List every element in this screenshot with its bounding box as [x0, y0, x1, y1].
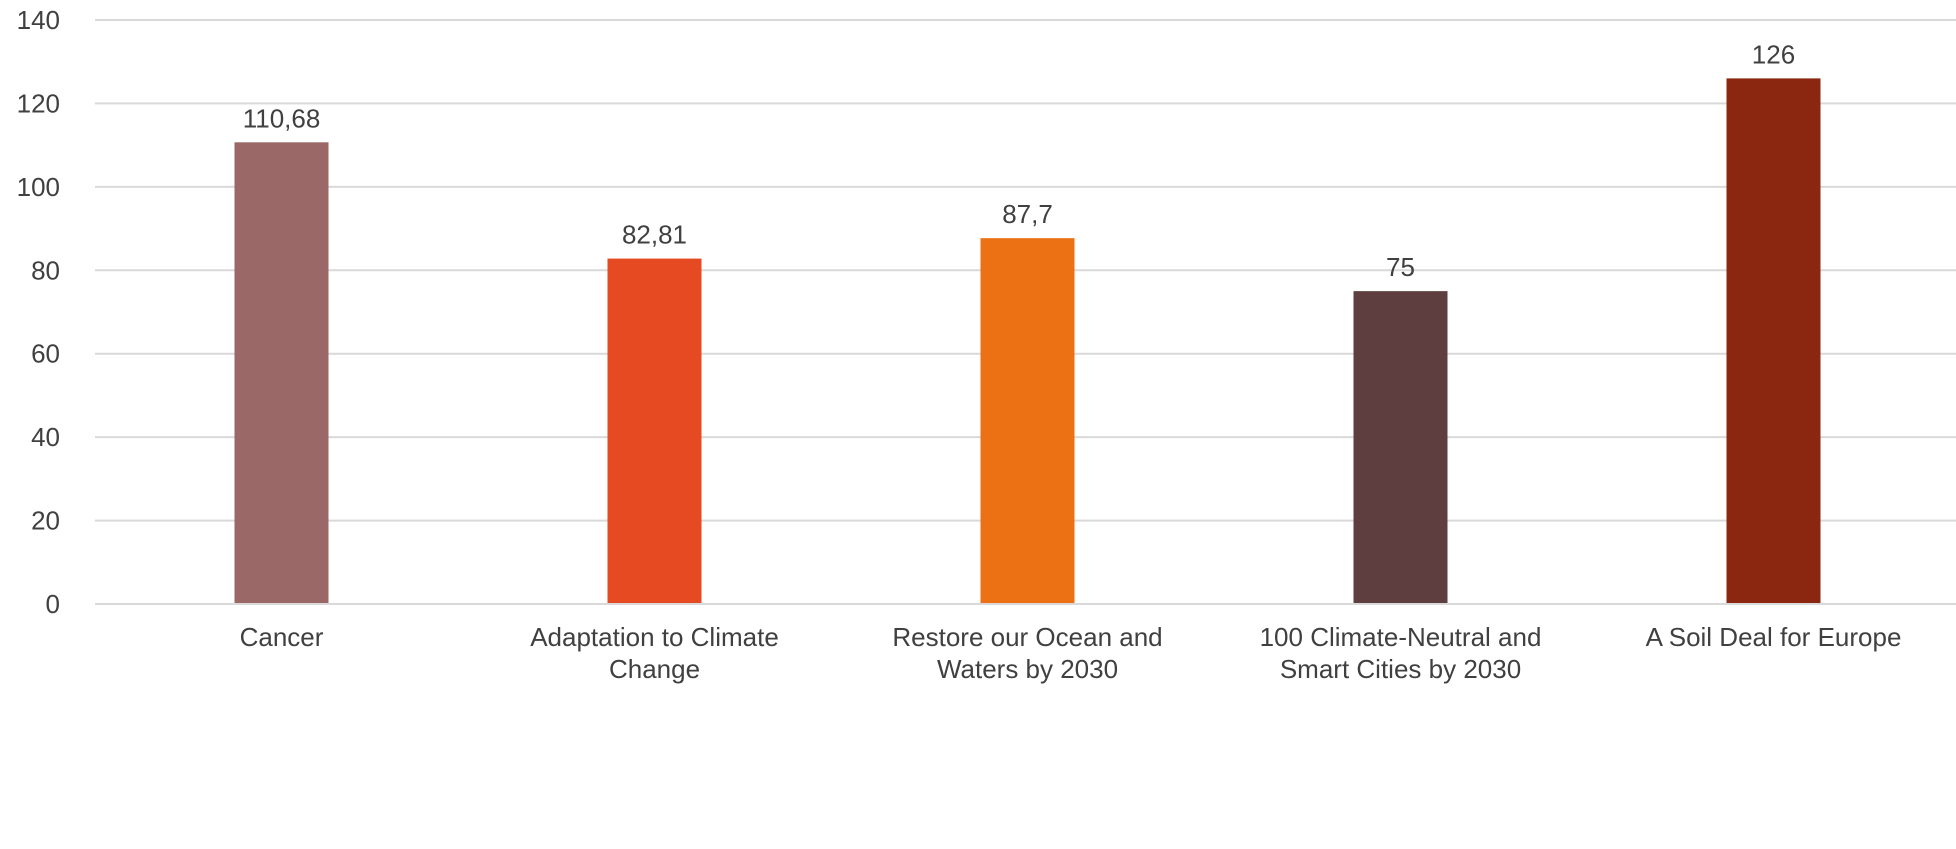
y-tick-label: 40 [31, 422, 60, 452]
category-label-line: Waters by 2030 [937, 654, 1118, 684]
x-axis-categories: Cancer Adaptation to Climate Change Restore… [240, 622, 1902, 684]
category-label: Cancer [240, 622, 324, 652]
category-label: 100 Climate-Neutral and Smart Cities by 2… [1260, 622, 1542, 684]
bar [1726, 78, 1821, 604]
bar [980, 238, 1075, 604]
category-label-line: Cancer [240, 622, 324, 652]
category-label-line: 100 Climate-Neutral and [1260, 622, 1542, 652]
category-label-line: Smart Cities by 2030 [1280, 654, 1521, 684]
data-label: 75 [1386, 252, 1415, 282]
y-axis-ticks: 0 20 40 60 80 100 120 140 [17, 5, 60, 619]
data-label: 87,7 [1002, 199, 1053, 229]
data-label: 126 [1752, 39, 1795, 69]
data-label: 110,68 [243, 103, 321, 133]
y-tick-label: 140 [17, 5, 60, 35]
y-tick-label: 0 [46, 589, 60, 619]
data-labels: 110,68 82,81 87,7 75 126 [243, 39, 1795, 282]
category-label-line: Adaptation to Climate [530, 622, 779, 652]
y-tick-label: 100 [17, 172, 60, 202]
y-tick-label: 80 [31, 255, 60, 285]
category-label-line: Restore our Ocean and [892, 622, 1162, 652]
bar [1353, 291, 1448, 604]
category-label-line: A Soil Deal for Europe [1646, 622, 1902, 652]
y-tick-label: 20 [31, 506, 60, 536]
bar [234, 142, 329, 605]
category-label: Restore our Ocean and Waters by 2030 [892, 622, 1162, 684]
category-label: Adaptation to Climate Change [530, 622, 779, 684]
bars [234, 78, 1821, 605]
y-tick-label: 120 [17, 88, 60, 118]
y-tick-label: 60 [31, 339, 60, 369]
category-label-line: Change [609, 654, 700, 684]
category-label: A Soil Deal for Europe [1646, 622, 1902, 652]
bar [607, 258, 702, 604]
data-label: 82,81 [622, 220, 687, 250]
